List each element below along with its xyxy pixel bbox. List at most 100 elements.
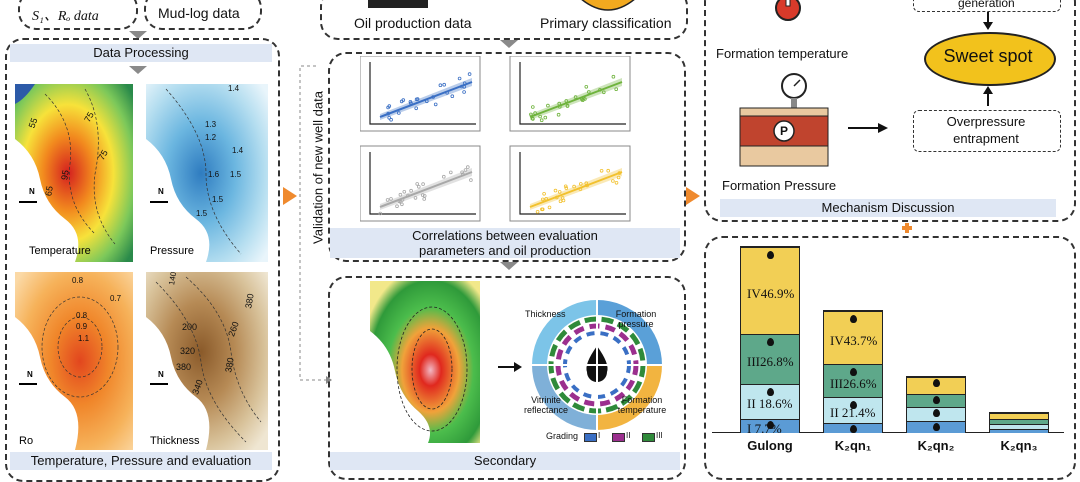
scatter-point [469, 178, 473, 182]
scatter-point [395, 204, 399, 209]
middle-top-box [320, 0, 688, 40]
scatter-point [572, 184, 576, 189]
mechanism-caption: Mechanism Discussion [720, 199, 1056, 217]
scatter-point [529, 112, 533, 117]
overpressure-box [913, 110, 1061, 152]
scatter-point [398, 192, 403, 197]
scatter-point [614, 181, 619, 185]
bar-segment-II: II 18.6% [741, 384, 799, 419]
evaluation-wheel [532, 300, 662, 430]
overpressure-label-2: entrapment [953, 131, 1019, 146]
correlation-axes [369, 62, 476, 125]
scatter-point [561, 198, 566, 203]
grade-III-label: III [656, 431, 663, 440]
stacked-bar [989, 412, 1049, 433]
scatter-point [457, 76, 462, 81]
pres-contour-1: 1.4 [228, 84, 240, 93]
bar-segment-I [990, 428, 1048, 433]
scatter-point [462, 90, 466, 94]
oil-drop-icon [933, 422, 940, 431]
scatter-point [449, 170, 453, 175]
bar-segment-label: II 21.4% [830, 404, 876, 420]
svg-text:N: N [27, 370, 33, 379]
arrow-right-black-icon [498, 362, 522, 372]
thk-contour-4: 320 [180, 346, 196, 356]
scatter-point [467, 72, 472, 76]
correlation-panel [509, 56, 631, 132]
scatter-point [555, 195, 559, 200]
ro-contour-3: 0.8 [76, 311, 88, 320]
ro-contour-4: 0.9 [76, 322, 88, 331]
ro-contour-2: 0.7 [110, 294, 122, 303]
wheel-label-formation-temperature: Formation temperature [617, 395, 667, 415]
scatter-point [546, 103, 550, 108]
oil-drop-icon [850, 368, 857, 377]
bar-segment-III [990, 419, 1048, 424]
scatter-point [556, 112, 561, 117]
correlation-panel [360, 145, 481, 222]
plus-icon [902, 223, 912, 233]
wheel-label-formation-pressure: Formation pressure [615, 309, 657, 329]
bar-segment-label: III26.6% [830, 375, 877, 391]
scatter-point [617, 171, 622, 175]
scatter-point [585, 183, 590, 188]
overpressure-label-1: Overpressure [946, 114, 1026, 129]
scatter-point [442, 174, 446, 179]
scatter-point [414, 106, 418, 111]
left-top-box-1 [18, 0, 138, 30]
arrow-down-black-icon [983, 12, 993, 30]
mud-log-data-label: Mud-log data [158, 5, 240, 21]
arrow-right-icon-2 [686, 187, 700, 205]
scatter-point [420, 193, 425, 197]
s1-ro-data-label: S₁、Rₒ data [32, 9, 99, 24]
grade-II-swatch [612, 433, 625, 442]
scatter-point [409, 188, 413, 193]
oil-drop-icon [933, 409, 940, 418]
scatter-point [584, 84, 589, 89]
trend-line [379, 81, 473, 118]
sweet-spot-ellipse [924, 32, 1056, 86]
x-label-k2qn1: K₂qn₁ [834, 438, 872, 453]
ro-map: Ro N [15, 272, 133, 450]
bar-segment-II [990, 423, 1048, 429]
stacked-bar [906, 376, 966, 433]
arrow-down-icon [129, 31, 147, 39]
scatter-point [565, 104, 570, 108]
oil-drop-icon [850, 315, 857, 323]
scatter-point [396, 111, 401, 115]
correlation-axes [519, 152, 626, 215]
scatter-point [425, 99, 429, 104]
arrow-up-black-icon [983, 86, 993, 106]
oil-drop-icon [767, 388, 774, 397]
scatter-point [599, 169, 604, 173]
correlation-box [328, 52, 686, 262]
pressure-p-symbol: P [780, 124, 789, 138]
scatter-point [530, 116, 535, 121]
scatter-point [542, 192, 546, 196]
scatter-point [389, 197, 393, 201]
grading-label: Grading [546, 431, 579, 441]
classification-circle-icon [581, 0, 635, 11]
scatter-point [558, 104, 562, 109]
scatter-point [378, 211, 383, 216]
scatter-point [557, 190, 562, 194]
trend-line [529, 81, 623, 118]
pressure-map: Pressure N [146, 84, 268, 262]
scatter-point [564, 186, 569, 190]
scatter-point [442, 82, 446, 87]
stacked-bar: IV43.7% III26.6% II 21.4% [823, 310, 883, 433]
thk-contour-2: 200 [182, 322, 198, 332]
ro-contour-5: 1.1 [78, 334, 90, 343]
scatter-point [416, 185, 421, 189]
scatter-point [445, 90, 449, 95]
scatter-point [547, 205, 552, 210]
correlation-axes [519, 62, 626, 125]
arrow-down-icon-3 [500, 40, 518, 48]
generation-label: generation [958, 0, 1015, 10]
scatter-point [400, 198, 405, 202]
scatter-point [581, 96, 586, 101]
svg-text:N: N [158, 370, 164, 379]
wheel-label-vitrinite: Vitrinite reflectance [523, 395, 569, 415]
scatter-point [573, 95, 578, 99]
bar-segment-I: I 7.7% [741, 418, 799, 436]
